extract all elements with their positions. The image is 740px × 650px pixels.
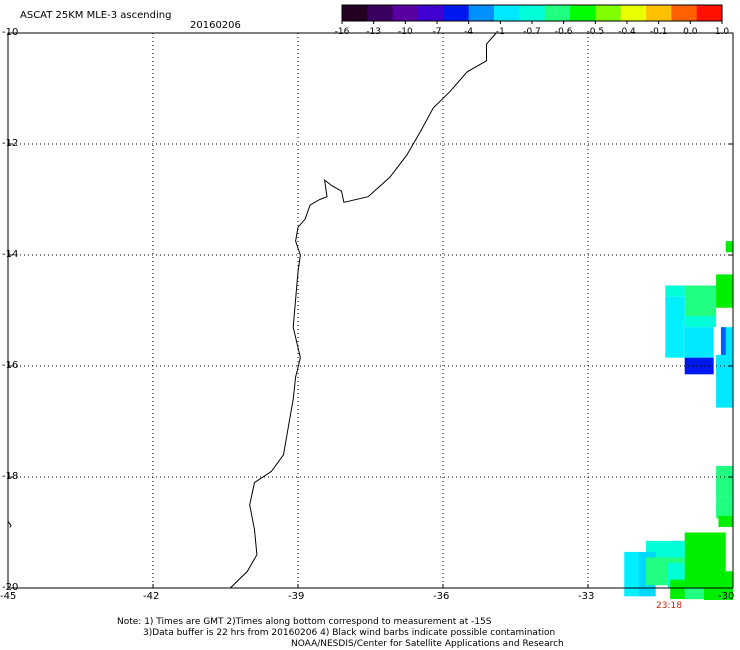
map-title: ASCAT 25KM MLE-3 ascending: [20, 10, 172, 21]
latitude-label: -12: [2, 138, 19, 149]
wind-swath-cell: [716, 366, 733, 408]
wind-swath-cell: [716, 274, 733, 308]
colorbar: [341, 4, 723, 24]
colorbar-swatch: [519, 5, 546, 21]
colorbar-swatch: [367, 5, 394, 21]
colorbar-swatch: [671, 5, 698, 21]
colorbar-tick-label: -0.4: [618, 27, 636, 37]
wind-swath-cell: [716, 354, 733, 369]
colorbar-swatch: [342, 5, 368, 21]
colorbar-swatch: [443, 5, 470, 21]
wind-swath-cell: [718, 515, 733, 527]
colorbar-tick-label: 0.0: [683, 27, 698, 37]
colorbar-swatch: [392, 5, 419, 21]
note-line-2: 3)Data buffer is 22 hrs from 20160206 4)…: [143, 628, 556, 638]
wind-swath-cell: [684, 316, 717, 328]
colorbar-tick-label: -0.6: [554, 27, 573, 37]
colorbar-tick-label: 1.0: [714, 27, 730, 37]
latitude-label: -14: [2, 249, 19, 260]
wind-swath-cell: [684, 285, 717, 317]
map-date: 20160206: [190, 20, 241, 31]
wind-swath-cell: [720, 327, 727, 372]
longitude-label: -30: [718, 591, 735, 602]
colorbar-swatch: [570, 5, 596, 21]
colorbar-swatch: [494, 5, 520, 21]
colorbar-tick-label: -7: [432, 27, 442, 37]
latitude-label: -18: [2, 471, 19, 482]
colorbar-tick-label: -1: [495, 27, 505, 37]
longitude-label: -42: [143, 591, 160, 602]
latitude-label: -20: [2, 582, 19, 593]
wind-swath-cell: [684, 357, 714, 375]
latitude-label: -10: [2, 27, 19, 38]
wind-swath-cell: [718, 571, 733, 580]
wind-swath-cell: [684, 588, 714, 600]
colorbar-swatch: [468, 5, 495, 21]
wind-swath-cell: [684, 327, 714, 358]
colorbar-swatch: [544, 5, 571, 21]
wind-swath-cell: [725, 327, 733, 372]
longitude-label: -39: [288, 591, 305, 602]
wind-swath-cell: [704, 588, 733, 600]
wind-swath-cell: [716, 496, 733, 519]
coastline: [229, 32, 497, 589]
colorbar-swatch: [646, 5, 672, 21]
colorbar-swatch: [595, 5, 622, 21]
longitude-label: -45: [0, 591, 17, 602]
wind-swath-cell: [684, 532, 726, 564]
colorbar-tick-label: -4: [464, 27, 474, 37]
colorbar-swatch: [620, 5, 647, 21]
colorbar-tick-label: -0.1: [649, 27, 668, 37]
time-label: 23:18: [656, 601, 682, 611]
longitude-label: -33: [578, 591, 595, 602]
wind-swath-cell: [624, 551, 639, 597]
colorbar-tick-label: -0.7: [523, 27, 541, 37]
latitude-label: -16: [2, 360, 19, 371]
note-line-3: NOAA/NESDIS/Center for Satellite Applica…: [291, 639, 564, 649]
wind-swath-cell: [665, 296, 685, 358]
wind-swath-cell: [646, 540, 685, 558]
colorbar-tick-label: -13: [366, 27, 381, 37]
wind-swath-cell: [716, 465, 733, 497]
note-line-1: Note: 1) Times are GMT 2)Times along bot…: [117, 617, 492, 627]
colorbar-tick-label: -0.5: [586, 27, 605, 37]
longitude-label: -36: [433, 591, 450, 602]
wind-swath-cell: [665, 285, 685, 297]
wind-swath-cell: [725, 241, 733, 253]
colorbar-swatch: [696, 5, 723, 21]
map-plot: [7, 32, 734, 600]
colorbar-tick-label: -16: [334, 27, 350, 37]
wind-barb: [7, 521, 12, 528]
colorbar-tick-label: -10: [397, 27, 413, 37]
colorbar-swatch: [418, 5, 444, 21]
map-frame: [7, 32, 734, 589]
